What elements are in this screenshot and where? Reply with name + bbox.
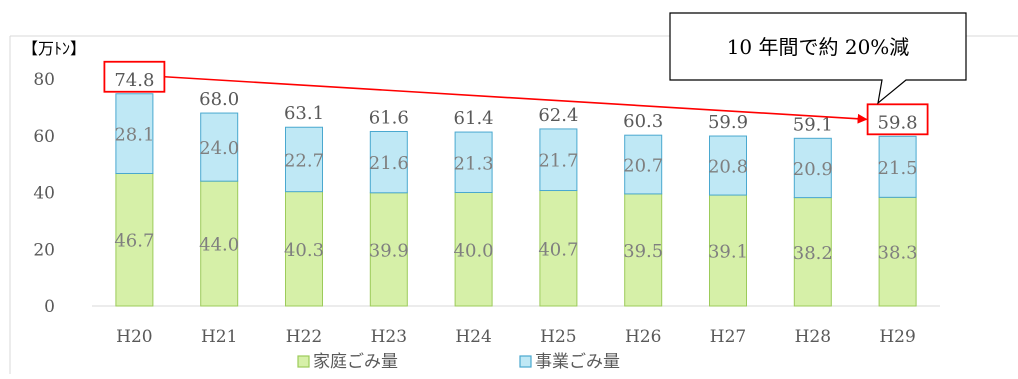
y-tick-label: 80 — [33, 70, 55, 90]
household-value-label: 39.1 — [708, 242, 748, 263]
bar-household — [624, 193, 663, 307]
highlights-group — [103, 60, 929, 136]
x-tick-label: H21 — [201, 327, 237, 347]
bar-business — [369, 130, 408, 194]
total-value-label: 61.6 — [369, 107, 409, 128]
household-value-label: 40.7 — [538, 239, 578, 260]
bar-business — [539, 128, 578, 192]
x-tick-label: H25 — [540, 327, 576, 347]
trend-arrow — [164, 75, 868, 124]
bar-household — [709, 194, 747, 307]
household-value-label: 40.3 — [284, 240, 324, 261]
bar-household — [115, 172, 154, 307]
total-value-label: 74.8 — [114, 70, 154, 91]
x-tick-label: H20 — [116, 327, 152, 347]
total-value-label: 59.8 — [878, 112, 918, 133]
business-value-label: 22.7 — [284, 150, 324, 171]
x-tick-label: H29 — [879, 327, 915, 347]
x-tick-label: H27 — [710, 327, 746, 347]
x-tick-label: H23 — [371, 327, 407, 347]
total-value-label: 68.0 — [199, 89, 239, 110]
bar-business — [793, 137, 832, 199]
bar-business — [624, 134, 663, 195]
legend: 家庭ごみ量 事業ごみ量 — [297, 352, 620, 372]
highlight-box — [866, 103, 929, 136]
total-value-label: 60.3 — [623, 111, 663, 132]
total-value-label: 62.4 — [538, 105, 578, 126]
bar-business — [115, 93, 154, 174]
bar-household — [200, 180, 239, 307]
business-value-label: 21.3 — [454, 153, 494, 174]
x-tick-label: H24 — [455, 327, 491, 347]
household-value-label: 38.3 — [878, 243, 918, 264]
business-value-label: 21.5 — [878, 158, 918, 179]
y-tick-label: 0 — [44, 297, 55, 317]
y-tick-label: 20 — [33, 240, 55, 260]
business-value-label: 28.1 — [114, 125, 154, 146]
legend-label: 事業ごみ量 — [535, 352, 620, 372]
bar-household — [878, 196, 917, 307]
total-value-label: 59.1 — [793, 114, 833, 135]
household-value-label: 38.2 — [793, 243, 833, 264]
business-value-label: 20.9 — [793, 159, 833, 180]
y-axis: 0 20 40 60 80 — [33, 70, 55, 317]
total-value-label: 59.9 — [708, 112, 748, 133]
bar-business — [878, 135, 917, 198]
bar-household — [539, 190, 578, 307]
callout-text: 10 年間で約 20%減 — [727, 35, 910, 59]
business-value-label: 20.7 — [623, 156, 663, 177]
bar-household — [793, 197, 832, 307]
household-value-label: 44.0 — [199, 235, 239, 256]
callout-box — [669, 12, 967, 105]
business-value-label: 24.0 — [199, 138, 239, 159]
bars-group: 46.7 28.1 74.8 44.0 24.0 68.0 40.3 22.7 63.1 39.9… — [114, 70, 918, 307]
unit-label: 【万ﾄﾝ】 — [22, 39, 86, 58]
x-axis: H20 H21 H22 H23 H24 H25 H26 H27 H28 H29 — [116, 327, 916, 347]
business-value-label: 21.7 — [538, 151, 578, 172]
y-tick-label: 40 — [33, 184, 55, 204]
business-value-label: 20.8 — [708, 157, 748, 178]
household-value-label: 39.5 — [623, 241, 663, 262]
household-value-label: 39.9 — [369, 240, 409, 261]
total-value-label: 63.1 — [284, 103, 324, 124]
bar-household — [454, 192, 493, 307]
total-value-label: 61.4 — [454, 108, 494, 129]
bar-business — [285, 126, 323, 193]
bar-business — [200, 112, 239, 182]
legend-swatch — [297, 355, 310, 368]
bar-household — [285, 191, 323, 307]
y-tick-label: 60 — [33, 127, 55, 147]
x-tick-label: H26 — [625, 327, 661, 347]
business-value-label: 21.6 — [369, 153, 409, 174]
bar-household — [369, 192, 408, 307]
callout: 10 年間で約 20%減 — [669, 12, 967, 105]
bar-business — [454, 131, 493, 193]
bar-business — [709, 135, 747, 196]
household-value-label: 40.0 — [454, 240, 494, 261]
legend-label: 家庭ごみ量 — [313, 352, 398, 372]
household-value-label: 46.7 — [114, 231, 154, 252]
legend-swatch — [519, 355, 532, 368]
x-tick-label: H28 — [795, 327, 831, 347]
x-tick-label: H22 — [286, 327, 322, 347]
